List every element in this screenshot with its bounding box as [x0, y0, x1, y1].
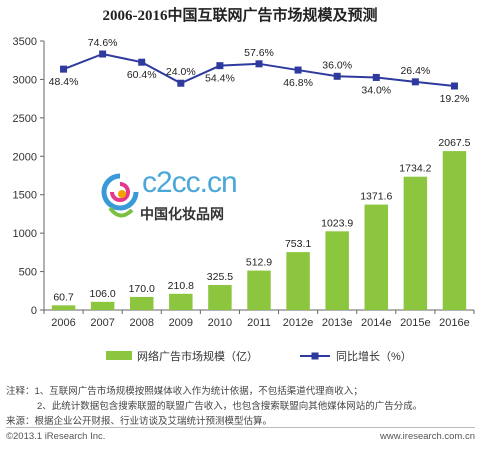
bar-value-label: 512.9 — [246, 257, 272, 269]
note-line-2: 2、此统计数据包含搜索联盟的联盟广告收入，也包含搜索联盟向其他媒体网站的广告分成… — [37, 401, 423, 412]
growth-value-label: 36.0% — [322, 59, 352, 71]
bar-value-label: 106.0 — [89, 288, 115, 300]
bar — [403, 176, 428, 310]
bar — [364, 204, 388, 310]
growth-value-label: 34.0% — [361, 84, 391, 96]
x-tick-label: 2016e — [439, 317, 470, 329]
bar-value-label: 325.5 — [207, 271, 233, 283]
growth-value-label: 46.8% — [283, 77, 313, 89]
legend-line-label: 同比增长（%） — [336, 349, 412, 363]
y-tick-label: 500 — [19, 267, 37, 279]
y-tick-label: 1000 — [13, 228, 37, 240]
bar — [208, 284, 232, 310]
x-tick-label: 2013e — [322, 317, 353, 329]
bar — [51, 305, 76, 310]
growth-value-label: 60.4% — [127, 69, 157, 81]
growth-value-label: 26.4% — [400, 65, 430, 77]
x-tick-label: 2012e — [283, 317, 314, 329]
growth-point — [411, 78, 419, 86]
x-tick-label: 2007 — [90, 317, 114, 329]
bar — [325, 231, 349, 310]
x-tick-label: 2014e — [361, 317, 392, 329]
growth-value-label: 57.6% — [244, 47, 274, 59]
watermark-name: 中国化妆品网 — [140, 206, 224, 222]
y-tick-label: 2500 — [13, 113, 37, 125]
growth-point — [177, 79, 185, 87]
bar-value-label: 1023.9 — [321, 217, 353, 229]
footer-divider — [6, 427, 475, 428]
growth-value-label: 54.4% — [205, 73, 235, 85]
footer-website: www.iresearch.com.cn — [379, 431, 475, 442]
growth-point — [333, 72, 341, 80]
y-tick-label: 0 — [31, 305, 37, 317]
bar — [130, 296, 154, 310]
growth-point — [255, 60, 263, 68]
y-tick-label: 3000 — [13, 74, 37, 86]
y-tick-label: 3500 — [13, 36, 37, 48]
x-tick-label: 2010 — [208, 317, 232, 329]
x-tick-label: 2006 — [51, 317, 75, 329]
bar — [247, 270, 271, 310]
watermark-emblem-icon — [101, 173, 139, 218]
y-tick-label: 1500 — [13, 190, 37, 202]
watermark-domain: c2cc.cn — [142, 166, 238, 199]
growth-value-label: 19.2% — [440, 93, 470, 105]
growth-point — [99, 50, 107, 58]
bar-value-label: 60.7 — [53, 291, 74, 303]
note-line-1: 注释：1、互联网广告市场规模按照媒体收入作为统计依据，不包括渠道代理商收入； — [6, 386, 363, 397]
bar-value-label: 210.8 — [168, 280, 194, 292]
bar-value-label: 2067.5 — [438, 137, 470, 149]
footer-copyright: ©2013.1 iResearch Inc. — [6, 431, 106, 442]
legend-line-marker — [311, 352, 319, 360]
bar — [442, 151, 467, 310]
growth-point — [294, 66, 302, 74]
bar — [169, 293, 193, 310]
source-line: 来源：根据企业公开财报、行业访谈及艾瑞统计预测模型估算。 — [6, 416, 273, 427]
growth-point — [60, 65, 68, 73]
x-tick-label: 2008 — [129, 317, 153, 329]
growth-value-label: 74.6% — [88, 37, 118, 49]
bar — [90, 301, 115, 310]
x-tick-label: 2015e — [400, 317, 431, 329]
growth-value-label: 48.4% — [49, 76, 79, 88]
legend-bar-label: 网络广告市场规模（亿） — [137, 349, 258, 363]
growth-value-label: 24.0% — [166, 66, 196, 78]
bar-value-label: 1371.6 — [360, 191, 392, 203]
growth-point — [216, 62, 224, 70]
legend-bar-swatch — [106, 351, 132, 360]
watermark-logo: c2cc.cn 中国化妆品网 — [100, 166, 250, 230]
y-tick-label: 2000 — [13, 151, 37, 163]
chart-title: 2006-2016中国互联网广告市场规模及预测 — [103, 6, 378, 24]
growth-point — [372, 73, 380, 81]
bar-value-label: 170.0 — [129, 283, 155, 295]
growth-point — [450, 82, 458, 90]
growth-point — [138, 58, 146, 66]
bar — [286, 252, 310, 310]
x-tick-label: 2009 — [169, 317, 193, 329]
x-tick-label: 2011 — [247, 317, 271, 329]
bar-value-label: 753.1 — [285, 238, 311, 250]
bar-value-label: 1734.2 — [399, 163, 431, 175]
